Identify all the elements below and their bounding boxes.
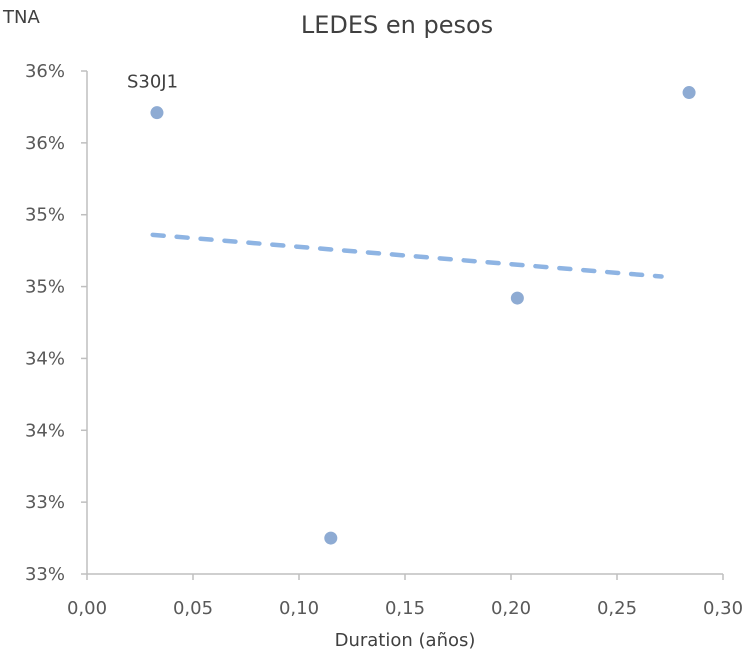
- x-axis-label: Duration (años): [335, 630, 476, 651]
- x-tick-label: 0,05: [173, 598, 213, 619]
- trendline-group: [150, 232, 664, 279]
- trendline: [150, 232, 664, 279]
- x-tick-label: 0,15: [385, 598, 425, 619]
- y-axis-label: TNA: [2, 7, 40, 28]
- y-tick-label: 36%: [25, 61, 65, 82]
- data-point: [510, 291, 524, 305]
- data-point: [324, 531, 338, 545]
- data-point: [150, 106, 164, 120]
- y-tick-label: 36%: [25, 133, 65, 154]
- x-tick-label: 0,25: [597, 598, 637, 619]
- y-tick-label: 33%: [25, 492, 65, 513]
- y-tick-label: 33%: [25, 564, 65, 585]
- x-tick-label: 0,30: [703, 598, 743, 619]
- chart-title: LEDES en pesos: [301, 11, 493, 39]
- data-points: [150, 86, 696, 545]
- x-tick-label: 0,10: [279, 598, 319, 619]
- y-tick-label: 34%: [25, 420, 65, 441]
- y-tick-label: 34%: [25, 348, 65, 369]
- annotations: S30J1: [127, 72, 178, 93]
- y-tick-label: 35%: [25, 205, 65, 226]
- x-tick-label: 0,20: [491, 598, 531, 619]
- x-tick-label: 0,00: [67, 598, 107, 619]
- y-ticks: 33% 33% 34% 34% 35% 35% 36% 36%: [25, 61, 87, 585]
- data-point: [682, 86, 696, 100]
- x-ticks: 0,00 0,05 0,10 0,15 0,20 0,25 0,30: [67, 574, 743, 619]
- point-label: S30J1: [127, 72, 178, 93]
- axes: [86, 71, 723, 575]
- y-tick-label: 35%: [25, 277, 65, 298]
